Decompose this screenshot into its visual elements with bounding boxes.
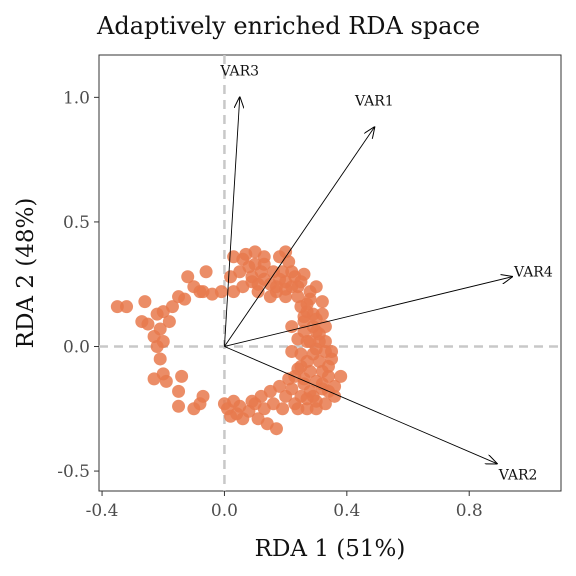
data-point <box>285 280 299 294</box>
data-point <box>120 300 134 314</box>
y-tick-label: -0.5 <box>57 462 90 482</box>
data-point <box>172 384 186 398</box>
y-tick-label: 0.0 <box>63 337 90 357</box>
data-point <box>300 402 314 416</box>
data-point <box>159 374 173 388</box>
data-point <box>263 290 277 304</box>
data-point <box>291 402 305 416</box>
data-point <box>269 422 283 436</box>
plot-panel <box>98 54 562 492</box>
arrow-label-var2: VAR2 <box>498 468 538 484</box>
data-point <box>162 315 176 329</box>
data-point <box>291 290 305 304</box>
variable-arrows: VAR3 VAR1 VAR4 VAR2 <box>219 63 552 483</box>
data-point <box>135 315 149 329</box>
data-point <box>165 300 179 314</box>
data-point <box>181 270 195 284</box>
data-point <box>147 372 161 386</box>
arrow-label-var4: VAR4 <box>513 265 553 281</box>
data-point <box>318 335 332 349</box>
data-point <box>334 369 348 383</box>
data-point <box>110 300 124 314</box>
data-point <box>294 359 308 373</box>
data-point <box>221 402 235 416</box>
data-point <box>285 382 299 396</box>
data-point <box>242 260 256 274</box>
data-point <box>248 397 262 411</box>
arrow-var2 <box>224 346 496 463</box>
arrow-var1 <box>224 127 374 347</box>
data-point <box>300 335 314 349</box>
data-point <box>303 292 317 306</box>
data-point <box>300 305 314 319</box>
x-tick-label: 0.0 <box>211 501 238 521</box>
data-point <box>153 352 167 366</box>
data-point <box>214 285 228 299</box>
y-axis-title: RDA 2 (48%) <box>13 198 39 349</box>
y-axis: -0.5 0.0 0.5 1.0 <box>57 88 99 482</box>
arrow-var3 <box>223 97 239 347</box>
arrow-var4 <box>224 277 512 347</box>
x-tick-label: 0.4 <box>333 501 360 521</box>
chart-title: Adaptively enriched RDA space <box>96 12 480 40</box>
x-tick-label: -0.4 <box>86 501 119 521</box>
data-point <box>257 257 271 271</box>
data-point <box>285 344 299 358</box>
scatter-points <box>110 245 348 436</box>
data-point <box>178 292 192 306</box>
x-axis-title: RDA 1 (51%) <box>255 536 406 562</box>
data-point <box>306 347 320 361</box>
data-point <box>187 402 201 416</box>
data-point <box>282 255 296 269</box>
y-tick-label: 0.5 <box>63 213 90 233</box>
data-point <box>175 369 189 383</box>
data-point <box>138 295 152 309</box>
data-point <box>309 325 323 339</box>
y-tick-label: 1.0 <box>63 88 90 108</box>
data-point <box>315 295 329 309</box>
data-point <box>325 344 339 358</box>
data-point <box>321 359 335 373</box>
data-point <box>153 322 167 336</box>
data-point <box>309 312 323 326</box>
data-point <box>172 399 186 413</box>
data-point <box>276 402 290 416</box>
data-point <box>297 377 311 391</box>
x-axis: -0.4 0.0 0.4 0.8 <box>86 491 483 521</box>
data-point <box>156 335 170 349</box>
x-tick-label: 0.8 <box>456 501 483 521</box>
arrow-label-var1: VAR1 <box>354 93 394 109</box>
data-point <box>309 280 323 294</box>
arrow-label-var3: VAR3 <box>219 63 259 79</box>
data-point <box>245 275 259 289</box>
data-point <box>300 392 314 406</box>
data-point <box>199 265 213 279</box>
data-point <box>309 402 323 416</box>
